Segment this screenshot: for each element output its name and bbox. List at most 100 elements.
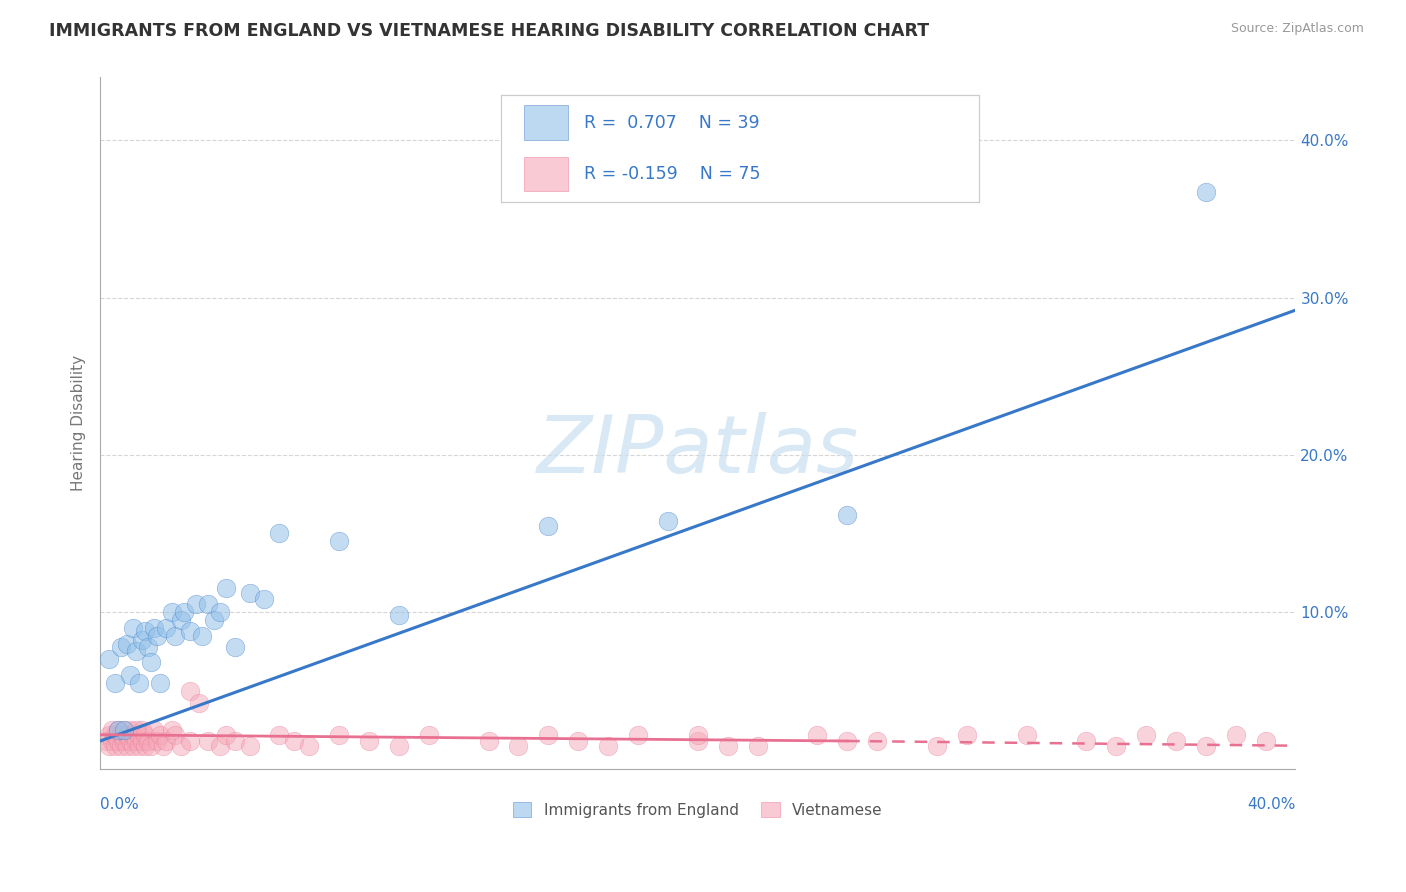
Text: IMMIGRANTS FROM ENGLAND VS VIETNAMESE HEARING DISABILITY CORRELATION CHART: IMMIGRANTS FROM ENGLAND VS VIETNAMESE HE… bbox=[49, 22, 929, 40]
Point bbox=[125, 734, 148, 748]
Point bbox=[112, 723, 135, 737]
Point bbox=[107, 723, 129, 737]
Point bbox=[418, 728, 440, 742]
Text: ZIPatlas: ZIPatlas bbox=[537, 412, 859, 490]
Point bbox=[125, 644, 148, 658]
Point bbox=[104, 728, 127, 742]
Point bbox=[94, 734, 117, 748]
Point bbox=[101, 734, 124, 748]
Text: 0.0%: 0.0% bbox=[100, 797, 139, 812]
Point bbox=[1135, 728, 1157, 742]
Point bbox=[98, 652, 121, 666]
Point bbox=[478, 734, 501, 748]
Point bbox=[269, 526, 291, 541]
Point bbox=[190, 629, 212, 643]
Point bbox=[866, 734, 889, 748]
Point bbox=[149, 675, 172, 690]
Point bbox=[118, 723, 141, 737]
Point bbox=[686, 734, 709, 748]
Point bbox=[598, 739, 620, 753]
Point bbox=[806, 728, 828, 742]
Point bbox=[142, 621, 165, 635]
Point bbox=[1195, 186, 1218, 200]
Point bbox=[128, 739, 150, 753]
Point bbox=[134, 739, 156, 753]
Point bbox=[142, 723, 165, 737]
Point bbox=[197, 734, 219, 748]
Point bbox=[328, 728, 350, 742]
Point bbox=[134, 624, 156, 638]
Point bbox=[1105, 739, 1128, 753]
Point bbox=[170, 739, 193, 753]
Point bbox=[136, 640, 159, 654]
Point bbox=[139, 656, 162, 670]
Point bbox=[163, 629, 186, 643]
Point bbox=[214, 728, 236, 742]
Point bbox=[110, 640, 132, 654]
Point bbox=[179, 624, 201, 638]
Point bbox=[110, 739, 132, 753]
Point bbox=[134, 728, 156, 742]
Point bbox=[328, 534, 350, 549]
Point bbox=[197, 597, 219, 611]
Point bbox=[118, 734, 141, 748]
Point bbox=[112, 723, 135, 737]
Point bbox=[136, 734, 159, 748]
Point bbox=[173, 605, 195, 619]
Point bbox=[104, 675, 127, 690]
Point bbox=[122, 739, 145, 753]
Point bbox=[128, 728, 150, 742]
Point bbox=[122, 621, 145, 635]
Point bbox=[139, 739, 162, 753]
Point bbox=[98, 728, 121, 742]
Point bbox=[925, 739, 948, 753]
Point bbox=[1254, 734, 1277, 748]
Point bbox=[388, 739, 411, 753]
Point bbox=[179, 683, 201, 698]
Point bbox=[283, 734, 305, 748]
Point bbox=[146, 734, 169, 748]
Point bbox=[388, 608, 411, 623]
Point bbox=[253, 592, 276, 607]
Point bbox=[155, 621, 177, 635]
Point bbox=[224, 640, 246, 654]
Point bbox=[146, 629, 169, 643]
Point bbox=[214, 582, 236, 596]
Point bbox=[508, 739, 530, 753]
Point bbox=[537, 518, 560, 533]
Point bbox=[208, 605, 231, 619]
Point bbox=[149, 728, 172, 742]
Point bbox=[1225, 728, 1247, 742]
Point bbox=[179, 734, 201, 748]
Point bbox=[128, 675, 150, 690]
Point bbox=[238, 586, 260, 600]
Point bbox=[837, 734, 859, 748]
Point bbox=[170, 613, 193, 627]
Point bbox=[131, 723, 153, 737]
Point bbox=[131, 633, 153, 648]
Point bbox=[104, 739, 127, 753]
Point bbox=[1164, 734, 1187, 748]
Point bbox=[224, 734, 246, 748]
Point bbox=[298, 739, 321, 753]
Point bbox=[657, 514, 679, 528]
Point bbox=[122, 728, 145, 742]
Point bbox=[202, 613, 225, 627]
Point bbox=[115, 636, 138, 650]
Point bbox=[184, 597, 207, 611]
Text: 40.0%: 40.0% bbox=[1247, 797, 1295, 812]
Y-axis label: Hearing Disability: Hearing Disability bbox=[72, 355, 86, 491]
Point bbox=[269, 728, 291, 742]
Point bbox=[152, 739, 174, 753]
Legend: Immigrants from England, Vietnamese: Immigrants from England, Vietnamese bbox=[506, 796, 889, 824]
Text: Source: ZipAtlas.com: Source: ZipAtlas.com bbox=[1230, 22, 1364, 36]
Point bbox=[98, 739, 121, 753]
Point bbox=[101, 723, 124, 737]
Point bbox=[118, 668, 141, 682]
Point bbox=[686, 728, 709, 742]
Point bbox=[537, 728, 560, 742]
Point bbox=[1195, 739, 1218, 753]
Point bbox=[627, 728, 650, 742]
Point bbox=[359, 734, 381, 748]
Point bbox=[1076, 734, 1098, 748]
